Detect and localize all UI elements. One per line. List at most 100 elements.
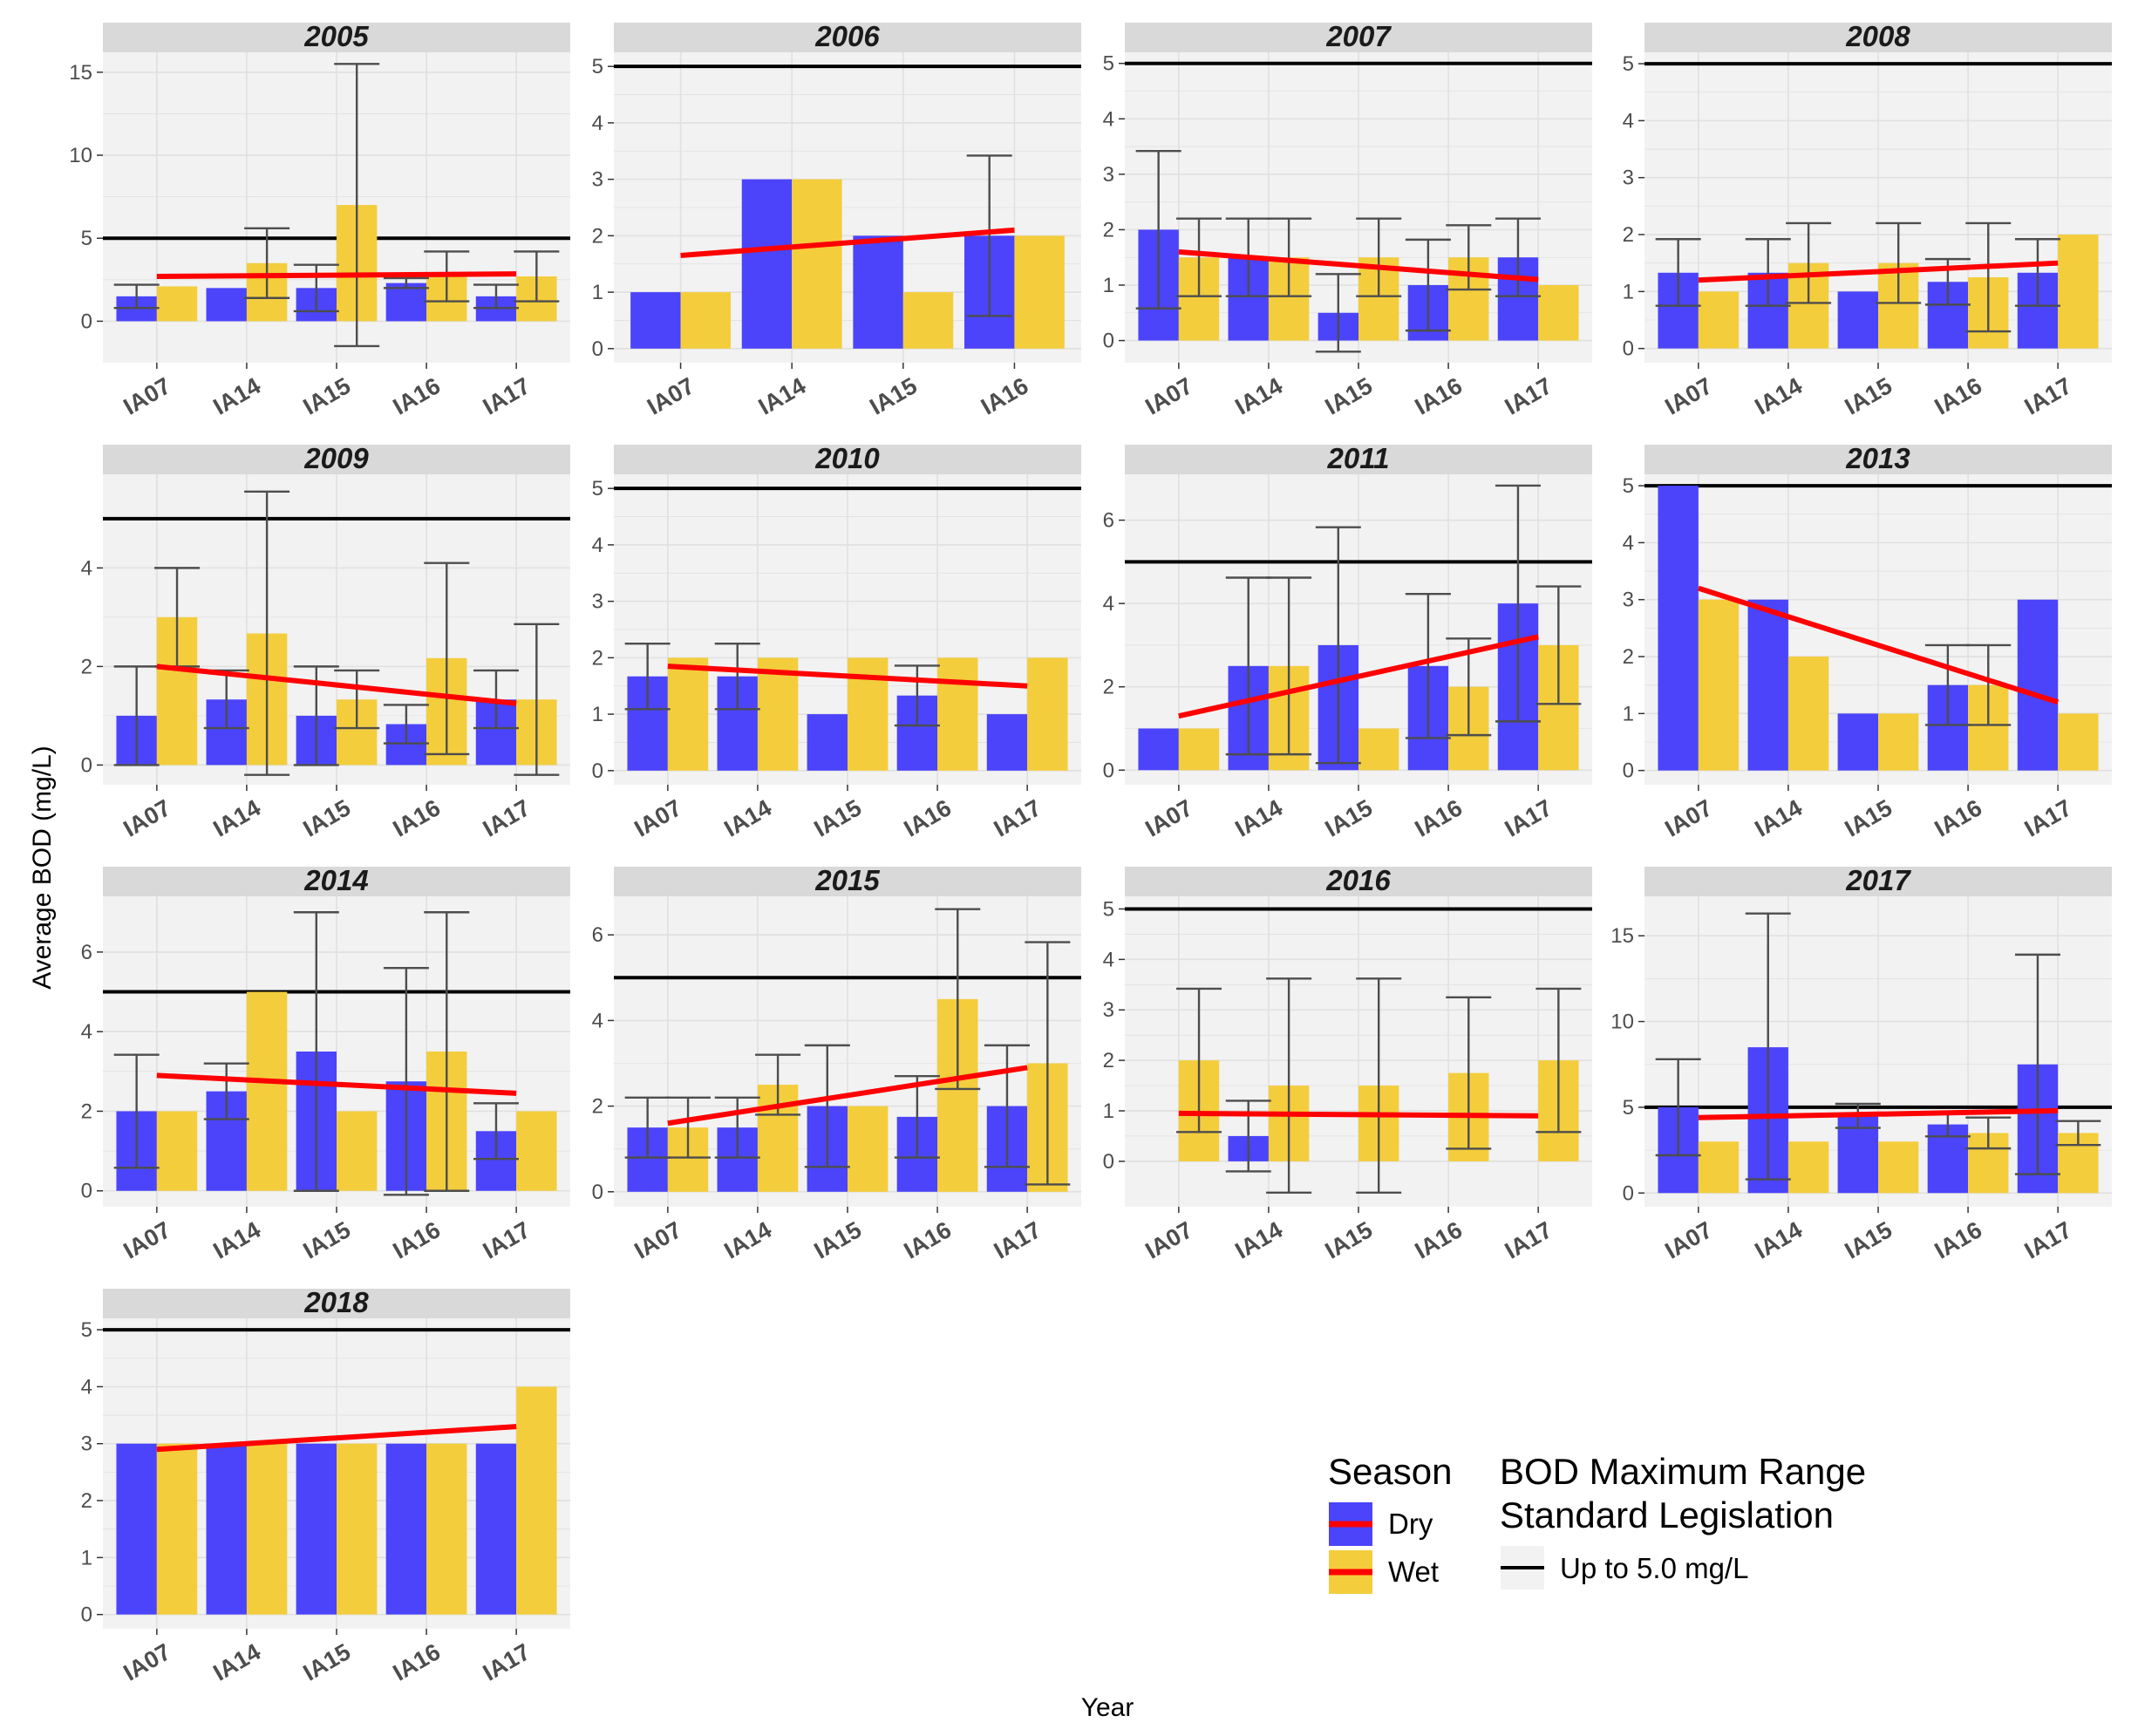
y-tick-label: 2 (1623, 645, 1634, 669)
x-tick-label: IA14 (209, 1638, 265, 1686)
y-tick-label: 1 (1103, 274, 1114, 297)
panel-strip (103, 445, 570, 474)
panel-strip (103, 23, 570, 52)
x-tick-label: IA15 (299, 1216, 355, 1264)
bar-wet-IA17 (2058, 713, 2099, 771)
bar-wet-IA14 (246, 1443, 288, 1615)
x-tick-label: IA17 (479, 1638, 534, 1686)
x-tick-label: IA15 (865, 372, 921, 420)
x-tick-label: IA07 (1660, 1216, 1716, 1264)
bar-wet-IA17 (2058, 235, 2099, 349)
trend-line (667, 664, 1028, 689)
trend-line (156, 1424, 517, 1453)
bar-dry-IA15 (1837, 713, 1878, 771)
y-tick-label: 0 (1623, 759, 1634, 783)
y-tick-label: 5 (1623, 52, 1634, 76)
x-tick-label: IA15 (1321, 372, 1377, 420)
y-tick-label: 0 (592, 337, 603, 361)
x-tick-label: IA17 (1501, 372, 1556, 420)
y-tick-label: 4 (1623, 109, 1634, 133)
y-tick-label: 1 (1623, 702, 1634, 725)
y-tick-label: 15 (69, 61, 92, 85)
panel-2009: 2009 0 2 4 IA07 IA14 IA15 IA16 IA17 (81, 442, 570, 842)
x-tick-label: IA15 (299, 794, 355, 842)
y-tick-label: 5 (1103, 897, 1114, 921)
trend-line (156, 664, 517, 706)
x-tick-label: IA15 (810, 794, 866, 842)
trend-line (1178, 1110, 1539, 1119)
x-tick-label: IA14 (1751, 1216, 1807, 1264)
panel-strip (1125, 867, 1592, 896)
y-tick-label: 3 (1623, 167, 1634, 190)
x-tick-label: IA07 (119, 372, 174, 420)
bar-wet-IA15 (337, 1111, 378, 1191)
bar-wet-IA15 (1358, 728, 1399, 771)
bar-dry-IA16 (385, 1443, 427, 1615)
y-tick-label: 2 (592, 646, 603, 670)
panel-title: 2006 (814, 20, 880, 52)
panel-2017: 2017 0 5 10 15 IA07 IA14 IA15 IA16 IA17 (1610, 864, 2112, 1264)
bar-dry-IA15 (1837, 291, 1878, 349)
x-tick-label: IA16 (389, 372, 445, 420)
bar-dry-IA14 (206, 1443, 247, 1615)
panel-2007: 2007 0 1 2 3 4 5 IA07 IA14 IA15 IA16 IA17 (1103, 20, 1592, 420)
x-tick-label: IA15 (1841, 1216, 1896, 1264)
trend-line (156, 1072, 517, 1096)
y-tick-label: 0 (81, 753, 92, 777)
x-tick-label: IA17 (2020, 794, 2076, 842)
x-tick-label: IA07 (630, 794, 685, 842)
y-tick-label: 6 (1103, 509, 1114, 533)
y-tick-label: 3 (1103, 163, 1114, 187)
y-tick-label: 4 (592, 534, 603, 557)
y-tick-label: 4 (81, 556, 92, 580)
x-tick-label: IA15 (299, 372, 355, 420)
x-tick-label: IA16 (1411, 372, 1467, 420)
bar-dry-IA17 (475, 1443, 517, 1615)
x-tick-label: IA16 (1930, 372, 1986, 420)
y-tick-label: 10 (69, 144, 92, 167)
bar-wet-IA17 (1027, 657, 1068, 771)
x-tick-label: IA07 (119, 1638, 174, 1686)
x-tick-label: IA14 (720, 794, 776, 842)
bar-wet-IA07 (1178, 728, 1220, 771)
y-tick-label: 5 (1103, 52, 1114, 76)
x-tick-label: IA14 (754, 372, 810, 420)
x-tick-label: IA07 (643, 372, 698, 420)
x-tick-label: IA17 (990, 794, 1045, 842)
x-tick-label: IA16 (900, 794, 956, 842)
y-tick-label: 6 (81, 941, 92, 964)
y-tick-label: 2 (592, 1095, 603, 1119)
trend-line (1178, 248, 1539, 283)
panel-title: 2010 (814, 442, 880, 474)
panel-title: 2013 (1845, 442, 1910, 474)
x-tick-label: IA15 (299, 1638, 355, 1686)
x-axis-title: Year (1081, 1693, 1134, 1722)
panel-title: 2017 (1845, 864, 1911, 896)
y-tick-label: 4 (592, 112, 603, 135)
panel-strip (1644, 867, 2112, 896)
panel-strip (1125, 23, 1592, 52)
y-tick-label: 5 (1623, 474, 1634, 498)
x-tick-label: IA16 (1411, 794, 1467, 842)
x-tick-label: IA07 (119, 1216, 174, 1264)
trend-line (1698, 260, 2059, 283)
x-tick-label: IA16 (977, 372, 1032, 420)
y-tick-label: 4 (1623, 531, 1634, 555)
legend-bod-label: Up to 5.0 mg/L (1560, 1552, 1748, 1584)
y-tick-label: 4 (81, 1375, 92, 1399)
x-tick-label: IA16 (900, 1216, 956, 1264)
x-tick-label: IA17 (479, 794, 534, 842)
bar-wet-IA07 (667, 657, 709, 771)
x-tick-label: IA07 (1660, 794, 1716, 842)
y-axis-title: Average BOD (mg/L) (28, 745, 57, 990)
x-tick-label: IA17 (479, 372, 534, 420)
bar-wet-IA15 (1878, 1141, 1919, 1194)
x-tick-label: IA17 (1501, 1216, 1556, 1264)
panel-2013: 2013 0 1 2 3 4 5 IA07 IA14 IA15 IA16 IA17 (1623, 442, 2112, 842)
panel-strip (1644, 445, 2112, 474)
trend-line (680, 227, 1015, 259)
bar-wet-IA14 (757, 657, 799, 771)
trend-line (1697, 585, 2060, 705)
bar-dry-IA15 (853, 235, 903, 349)
